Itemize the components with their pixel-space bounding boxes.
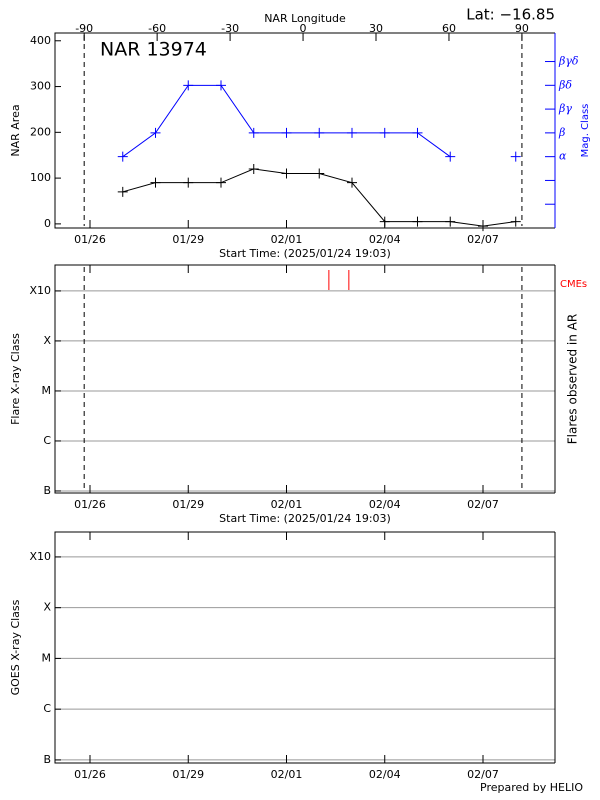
y-tick-label: B (43, 484, 51, 497)
point-marker (150, 177, 161, 188)
x-tick-label: 01/29 (172, 768, 204, 781)
latitude: Lat: −16.85 (466, 6, 555, 24)
x-label: Start Time: (2025/01/24 19:03) (219, 512, 391, 525)
y-tick-label: 100 (30, 171, 51, 184)
x-tick-label: 02/07 (467, 233, 499, 246)
point-marker (183, 80, 194, 91)
y-tick-label: C (43, 434, 51, 447)
point-marker (412, 216, 423, 227)
point-marker (248, 127, 259, 138)
y2-tick-label: βγ (558, 102, 572, 115)
point-marker (216, 80, 227, 91)
x-tick-label: 01/29 (172, 498, 204, 511)
point-marker (445, 216, 456, 227)
y-tick-label: M (42, 651, 52, 664)
axis-frame (54, 531, 555, 764)
panel-title: NAR 13974 (100, 39, 207, 61)
x-tick-label: 01/26 (74, 498, 106, 511)
axis-frame (54, 32, 555, 229)
x-tick-label: 02/04 (369, 233, 401, 246)
y2-label: Flares observed in AR (566, 314, 580, 444)
y-tick-label: B (43, 753, 51, 766)
point-marker (379, 127, 390, 138)
x-tick-label: 02/04 (369, 498, 401, 511)
y2-tick-label: β (558, 126, 565, 139)
x-tick-label: 02/07 (467, 768, 499, 781)
point-marker (477, 221, 488, 232)
point-marker (314, 168, 325, 179)
y-tick-label: 300 (30, 80, 51, 93)
point-marker (281, 168, 292, 179)
y-tick-label: X10 (29, 550, 51, 563)
y-tick-label: 0 (44, 217, 51, 230)
y2-tick-label: βγδ (558, 55, 579, 68)
y-tick-label: X10 (29, 284, 51, 297)
x-tick-label: 02/01 (271, 233, 303, 246)
point-marker (412, 127, 423, 138)
x2-tick-label: 90 (515, 22, 529, 35)
x-tick-label: 02/01 (271, 768, 303, 781)
point-marker (346, 177, 357, 188)
x2-tick-label: 60 (442, 22, 456, 35)
point-marker (117, 151, 128, 162)
y-tick-label: 400 (30, 34, 51, 47)
x-tick-label: 01/26 (74, 768, 106, 781)
x2-tick-label: -90 (75, 22, 93, 35)
x2-tick-label: -30 (221, 22, 239, 35)
cme-label: CMEs (560, 279, 587, 290)
y-tick-label: X (43, 334, 51, 347)
point-marker (314, 127, 325, 138)
point-marker (379, 216, 390, 227)
y2-label: Mag. Class (580, 104, 591, 158)
y-tick-label: M (42, 384, 52, 397)
y-label: NAR Area (9, 104, 22, 156)
y-tick-label: 200 (30, 125, 51, 138)
y-label: GOES X-ray Class (9, 599, 22, 695)
x-tick-label: 02/07 (467, 498, 499, 511)
y-label: Flare X-ray Class (9, 333, 22, 425)
x-tick-label: 01/26 (74, 233, 106, 246)
point-marker (346, 127, 357, 138)
point-marker (281, 127, 292, 138)
x-tick-label: 02/04 (369, 768, 401, 781)
x2-tick-label: 0 (300, 22, 307, 35)
axis-frame (54, 264, 555, 494)
x-tick-label: 01/29 (172, 233, 204, 246)
y2-tick-label: α (559, 150, 567, 163)
point-marker (445, 151, 456, 162)
y-tick-label: X (43, 601, 51, 614)
x2-label: NAR Longitude (264, 12, 346, 25)
point-marker (216, 177, 227, 188)
point-marker (248, 163, 259, 174)
point-marker (510, 151, 521, 162)
y2-tick-label: βδ (558, 78, 572, 91)
footer: Prepared by HELIO (480, 781, 583, 794)
point-marker (510, 216, 521, 227)
x2-tick-label: -60 (148, 22, 166, 35)
point-marker (117, 186, 128, 197)
x-tick-label: 02/01 (271, 498, 303, 511)
point-marker (183, 177, 194, 188)
x2-tick-label: 30 (369, 22, 383, 35)
y-tick-label: C (43, 702, 51, 715)
point-marker (150, 127, 161, 138)
x-label: Start Time: (2025/01/24 19:03) (219, 247, 391, 260)
